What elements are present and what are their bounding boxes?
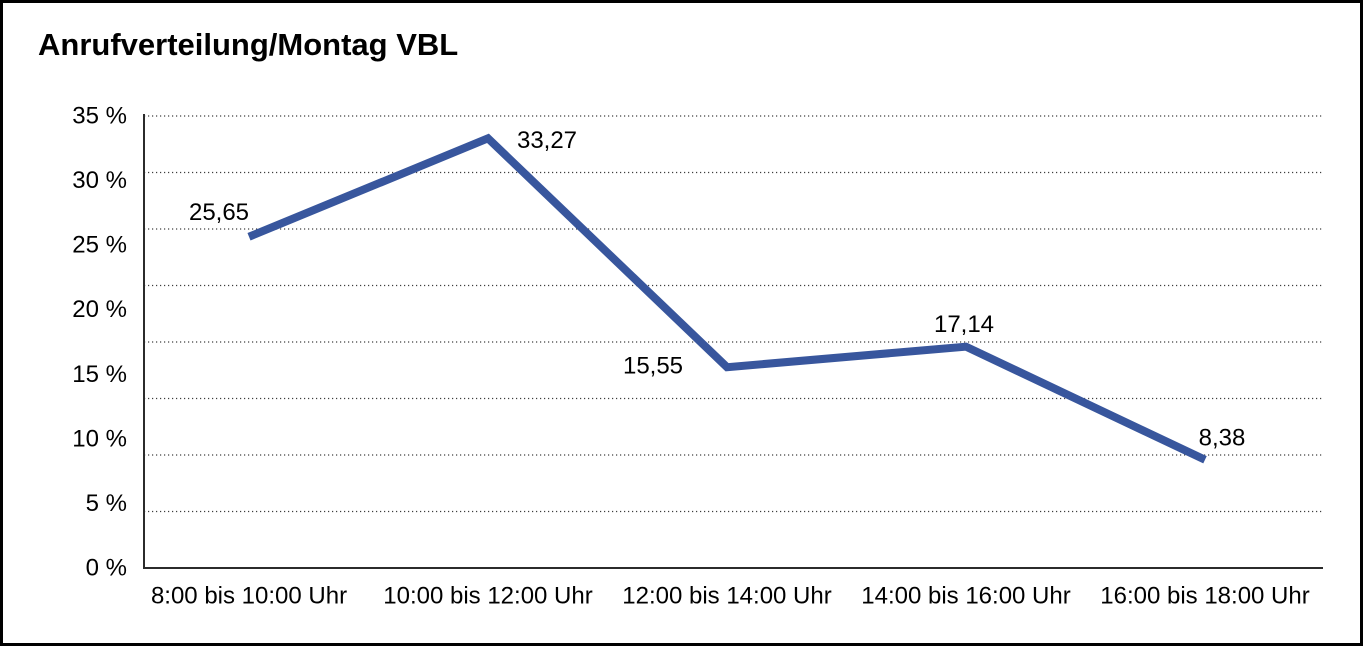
x-axis-category-label: 16:00 bis 18:00 Uhr bbox=[1100, 583, 1309, 610]
x-axis-category-label: 10:00 bis 12:00 Uhr bbox=[383, 583, 592, 610]
data-point-label: 15,55 bbox=[623, 353, 683, 380]
x-axis-category-label: 8:00 bis 10:00 Uhr bbox=[151, 583, 347, 610]
y-axis-tick-label: 15 % bbox=[72, 361, 127, 388]
chart-title: Anrufverteilung/Montag VBL bbox=[38, 27, 459, 62]
y-axis-tick-label: 25 % bbox=[72, 232, 127, 259]
y-axis-tick-label: 35 % bbox=[72, 103, 127, 130]
x-axis-category-label: 12:00 bis 14:00 Uhr bbox=[622, 583, 831, 610]
y-axis-tick-label: 10 % bbox=[72, 425, 127, 452]
y-axis-tick-label: 30 % bbox=[72, 167, 127, 194]
y-axis-tick-label: 5 % bbox=[86, 490, 127, 517]
y-axis-tick-label: 20 % bbox=[72, 296, 127, 323]
data-point-label: 33,27 bbox=[517, 127, 577, 154]
data-point-label: 25,65 bbox=[189, 199, 249, 226]
y-axis-tick-label: 0 % bbox=[86, 555, 127, 582]
data-point-label: 8,38 bbox=[1199, 424, 1246, 451]
series-line bbox=[247, 133, 1207, 464]
x-axis-category-label: 14:00 bis 16:00 Uhr bbox=[861, 583, 1070, 610]
data-point-label: 17,14 bbox=[934, 311, 994, 338]
